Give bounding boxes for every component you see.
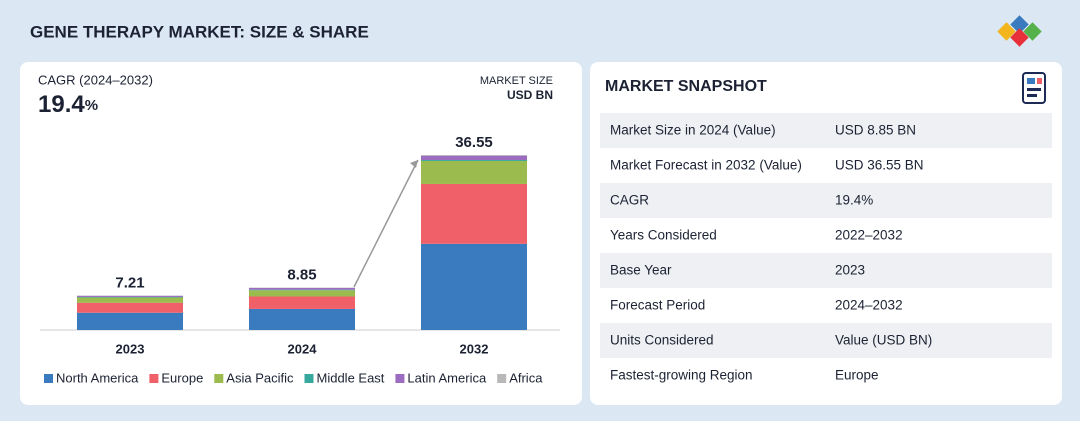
legend-label: Asia Pacific — [226, 370, 294, 385]
bar-segment — [77, 297, 183, 302]
market-size-unit: USD BN — [507, 88, 553, 102]
cagr-unit: % — [85, 97, 98, 114]
bar-segment — [249, 309, 355, 330]
bar-segment — [249, 288, 355, 290]
table-value: 2024–2032 — [835, 298, 903, 313]
table-value: 2022–2032 — [835, 228, 903, 243]
table-key: Forecast Period — [610, 298, 705, 313]
bar-segment — [77, 313, 183, 330]
legend-swatch — [214, 374, 223, 383]
bar-segment — [77, 296, 183, 297]
legend-swatch — [497, 374, 506, 383]
bar-segment — [249, 290, 355, 291]
bar-segment — [421, 160, 527, 161]
cagr-number: 19.4 — [38, 91, 85, 118]
legend-label: Africa — [509, 370, 543, 385]
table-key: Fastest-growing Region — [610, 368, 753, 383]
legend-swatch — [149, 374, 158, 383]
snapshot-title: MARKET SNAPSHOT — [605, 78, 767, 95]
legend-swatch — [44, 374, 53, 383]
table-key: Units Considered — [610, 333, 714, 348]
legend-label: Middle East — [317, 370, 385, 385]
table-value: Europe — [835, 368, 879, 383]
bar-segment — [421, 161, 527, 184]
total-label: 36.55 — [455, 134, 493, 151]
legend-swatch — [305, 374, 314, 383]
legend-label: Europe — [161, 370, 203, 385]
snapshot-icon — [1023, 73, 1045, 103]
bar-segment — [77, 303, 183, 313]
table-value: Value (USD BN) — [835, 333, 932, 348]
table-row-bg — [600, 183, 1052, 218]
bar-segment — [421, 244, 527, 330]
bar-segment — [421, 184, 527, 244]
legend-label: North America — [56, 370, 139, 385]
table-key: Years Considered — [610, 228, 717, 243]
x-tick-label: 2024 — [288, 341, 318, 356]
bar-segment — [249, 290, 355, 296]
bar-segment — [421, 156, 527, 160]
table-key: Market Size in 2024 (Value) — [610, 123, 776, 138]
table-value: USD 36.55 BN — [835, 158, 924, 173]
x-tick-label: 2032 — [460, 341, 489, 356]
total-label: 7.21 — [115, 274, 144, 291]
table-value: 19.4% — [835, 193, 873, 208]
bar-segment — [421, 155, 527, 156]
total-label: 8.85 — [287, 267, 316, 284]
market-size-label: MARKET SIZE — [480, 75, 553, 87]
table-value: USD 8.85 BN — [835, 123, 916, 138]
page-title: GENE THERAPY MARKET: SIZE & SHARE — [30, 22, 369, 41]
legend-swatch — [395, 374, 404, 383]
cagr-label: CAGR (2024–2032) — [38, 72, 153, 87]
table-key: Base Year — [610, 263, 672, 278]
table-key: CAGR — [610, 193, 649, 208]
table-key: Market Forecast in 2032 (Value) — [610, 158, 802, 173]
legend-label: Latin America — [407, 370, 487, 385]
x-tick-label: 2023 — [116, 341, 145, 356]
bar-segment — [249, 296, 355, 308]
table-value: 2023 — [835, 263, 865, 278]
